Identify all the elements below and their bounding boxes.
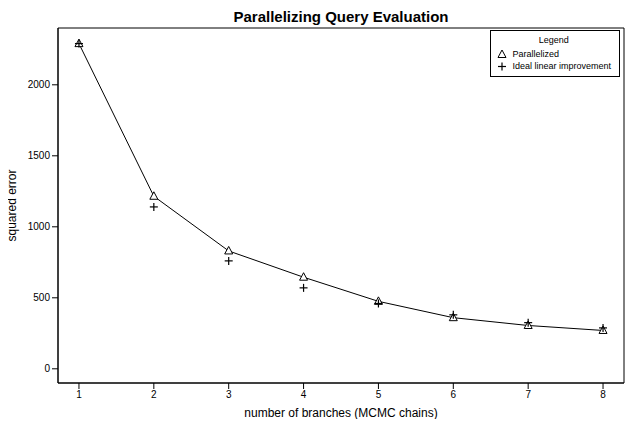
svg-text:2000: 2000 [28,79,51,90]
svg-text:0: 0 [44,363,50,374]
html-text:Legend: Legend [538,35,569,45]
html-text:Ideal linear improvement: Ideal linear improvement [512,61,611,71]
svg-text:1000: 1000 [28,221,51,232]
html-text:Parallelizing Query Evaluation: Parallelizing Query Evaluation [233,8,449,25]
svg-text:4: 4 [301,389,307,400]
svg-text:5: 5 [376,389,382,400]
svg-text:7: 7 [525,389,531,400]
svg-text:2: 2 [151,389,157,400]
svg-text:squared error: squared error [8,169,19,241]
html-text:Parallelized: Parallelized [512,49,559,59]
svg-text:500: 500 [33,292,50,303]
svg-text:6: 6 [451,389,457,400]
svg-text:number of branches (MCMC chain: number of branches (MCMC chains) [244,406,437,419]
svg-text:1: 1 [76,389,82,400]
svg-text:1500: 1500 [28,150,51,161]
svg-text:8: 8 [600,389,606,400]
svg-text:3: 3 [226,389,232,400]
